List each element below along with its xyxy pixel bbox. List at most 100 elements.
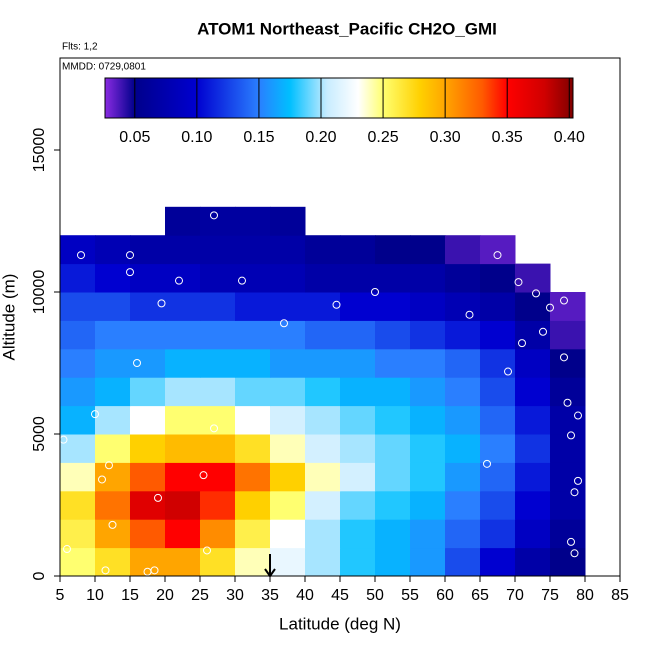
heat-cell — [270, 206, 306, 236]
heat-cell — [445, 235, 481, 265]
flight-point — [154, 493, 162, 502]
heat-cell — [235, 519, 271, 549]
heat-cell — [515, 490, 551, 520]
heat-cell — [375, 434, 411, 463]
y-axis-label: Altitude (m) — [0, 274, 18, 361]
heat-cell — [480, 263, 516, 293]
x-tick-label: 60 — [436, 587, 454, 604]
heat-cell — [95, 292, 131, 321]
x-tick-label: 75 — [541, 587, 559, 604]
heat-cell — [235, 348, 271, 378]
heat-cell — [340, 235, 376, 265]
heat-cell — [270, 490, 306, 520]
heat-cell — [445, 434, 481, 463]
heat-cell — [270, 377, 306, 407]
heat-cell — [165, 206, 201, 236]
heat-cell — [410, 235, 446, 265]
subtitle: Flts: 1,2 — [62, 42, 98, 53]
heat-cell — [60, 490, 96, 520]
heat-cell — [410, 434, 446, 463]
heat-cell — [95, 235, 131, 265]
heat-cell — [445, 405, 481, 435]
x-tick-label: 55 — [401, 587, 419, 604]
heat-cell — [515, 348, 551, 378]
flight-point — [133, 414, 141, 423]
x-axis-label: Latitude (deg N) — [279, 614, 401, 633]
heat-cell — [410, 490, 446, 520]
flight-point — [108, 520, 117, 529]
heat-cell — [270, 405, 306, 435]
heat-cell — [410, 292, 446, 321]
heat-cell — [95, 462, 131, 492]
heat-cell — [235, 490, 271, 520]
x-tick-label: 30 — [226, 587, 244, 604]
colorbar-tick-label: 0.35 — [492, 129, 523, 146]
heat-cell — [305, 405, 341, 435]
heat-cell — [200, 320, 236, 350]
flight-point — [567, 537, 575, 546]
flight-point — [560, 353, 568, 362]
flight-point — [504, 367, 512, 376]
heat-cell — [235, 405, 271, 435]
heat-cell — [550, 405, 586, 435]
heat-cell — [480, 377, 516, 407]
heat-cell — [375, 292, 411, 321]
flight-point — [91, 410, 99, 419]
heat-cell — [340, 263, 376, 293]
heat-cell — [200, 263, 236, 293]
heat-cell — [550, 292, 586, 321]
heat-cell — [410, 348, 446, 378]
heat-cell — [95, 348, 131, 378]
flight-point — [493, 251, 502, 260]
heat-cell — [305, 547, 341, 577]
heat-cell — [270, 348, 306, 378]
heat-cell — [445, 490, 481, 520]
flight-point — [574, 476, 582, 485]
heat-cell — [235, 547, 271, 577]
heat-cell — [60, 263, 96, 293]
heat-cell — [445, 263, 481, 293]
heat-cell — [480, 519, 516, 549]
x-tick-label: 40 — [296, 587, 314, 604]
heat-cell — [95, 547, 131, 577]
heat-cell — [165, 292, 201, 321]
x-tick-label: 5 — [56, 587, 65, 604]
flight-point — [157, 299, 166, 308]
heat-cell — [235, 292, 271, 321]
x-tick-label: 65 — [471, 587, 489, 604]
heat-cell — [200, 462, 236, 492]
heat-cell — [235, 263, 271, 293]
heat-cell — [130, 405, 166, 435]
x-tick-label: 35 — [261, 587, 279, 604]
heat-cell — [235, 235, 271, 265]
heat-cell — [200, 405, 236, 435]
heat-cell — [445, 377, 481, 407]
flight-point — [546, 303, 554, 312]
heat-cell — [375, 263, 411, 293]
heat-cell — [340, 348, 376, 378]
heat-cell — [95, 263, 131, 293]
heat-cell — [305, 519, 341, 549]
heat-cell — [60, 462, 96, 492]
heat-cell — [270, 235, 306, 265]
heat-cell — [60, 348, 96, 378]
x-tick-label: 45 — [331, 587, 349, 604]
flight-point — [483, 459, 491, 468]
flight-point — [101, 566, 110, 575]
heat-cell — [165, 348, 201, 378]
x-tick-label: 80 — [576, 587, 594, 604]
flight-point — [371, 288, 379, 297]
flight-point — [570, 549, 579, 558]
heat-cell — [375, 519, 411, 549]
y-tick-label: 15000 — [31, 128, 48, 173]
flight-point — [563, 398, 572, 407]
heat-cell — [95, 320, 131, 350]
y-tick-label: 10000 — [31, 270, 48, 315]
heat-cell — [550, 490, 586, 520]
heat-cell — [375, 320, 411, 350]
heat-cell — [480, 490, 516, 520]
heat-cell — [305, 320, 341, 350]
heat-cell — [445, 320, 481, 350]
heat-cell — [340, 490, 376, 520]
